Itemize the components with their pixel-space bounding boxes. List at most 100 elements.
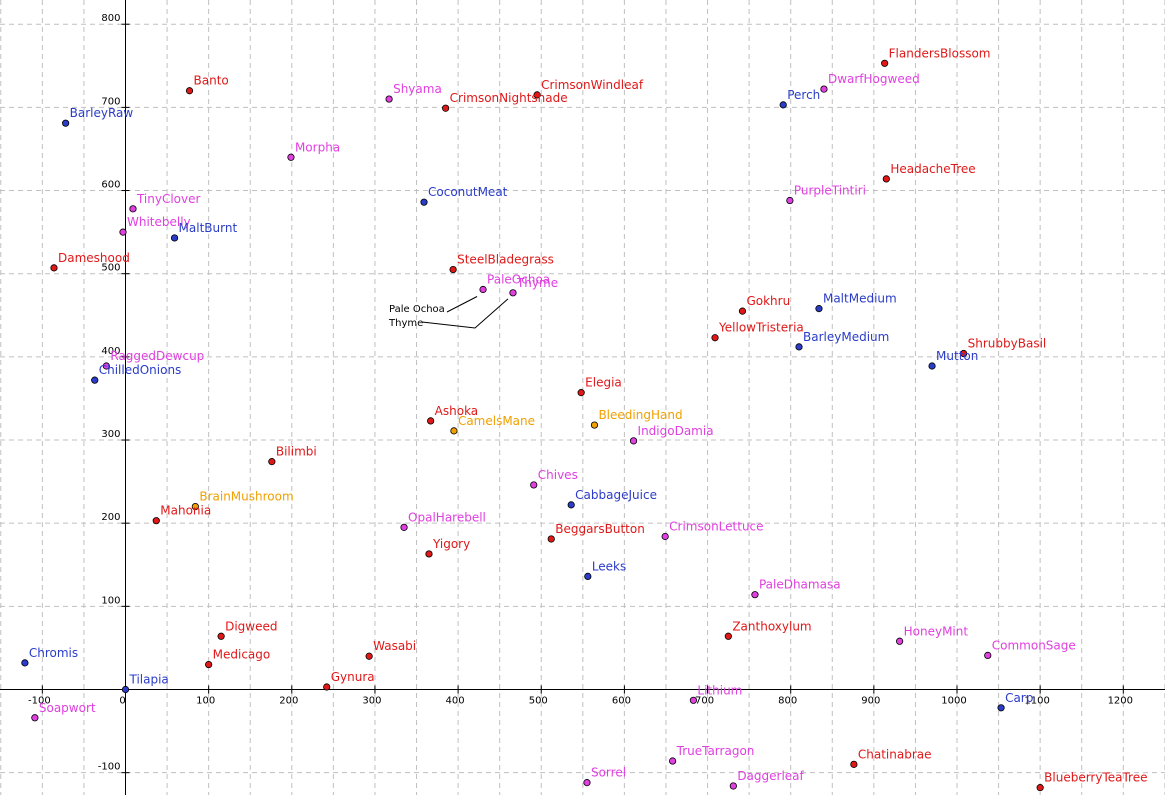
data-point: [629, 437, 638, 445]
data-point-label: Lithium: [697, 683, 742, 697]
data-point: [795, 343, 803, 351]
data-point-label: Shyama: [393, 82, 442, 96]
x-tick-label: 800: [778, 696, 797, 707]
data-point: [102, 362, 110, 370]
data-point: [205, 660, 213, 669]
data-point: [530, 481, 538, 489]
data-point: [121, 685, 130, 694]
data-point: [584, 572, 592, 581]
data-point: [129, 205, 137, 213]
data-point-label: IndigoDamia: [638, 424, 714, 438]
data-point-label: Ashoka: [435, 404, 479, 418]
data-point: [185, 87, 194, 95]
data-point-label: Whitebelly: [127, 215, 191, 229]
data-point: [779, 101, 787, 109]
data-point-label: CamelsMane: [458, 414, 535, 428]
y-tick-label: 300: [101, 429, 120, 440]
data-point: [152, 517, 160, 525]
data-point-label: MaltBurnt: [179, 221, 238, 235]
data-point-label: PaleOchoa: [487, 273, 550, 287]
y-tick-label: 500: [101, 263, 120, 274]
data-point-label: ShrubbyBasil: [968, 337, 1047, 351]
data-point: [738, 307, 747, 315]
data-point-label: SteelBladegrass: [457, 253, 554, 267]
data-point: [191, 502, 199, 511]
data-point-label: Leeks: [592, 559, 626, 573]
data-point-label: PaleDhamasa: [759, 578, 841, 592]
data-point-label: Sorrel: [591, 766, 626, 780]
data-point-label: Chatinabrae: [858, 747, 932, 761]
data-point-label: Yigory: [432, 537, 470, 551]
data-point-label: BarleyMedium: [803, 330, 889, 344]
data-point: [669, 757, 677, 765]
data-point: [119, 228, 127, 236]
data-point-label: CommonSage: [992, 638, 1076, 652]
data-point-label: BeggarsButton: [555, 522, 645, 536]
data-point-label: CoconutMeat: [428, 185, 508, 199]
data-point: [881, 59, 889, 67]
tick-labels: -100 0 100 200 300 400 500 600 700 800 900 1000 1100…: [28, 13, 1133, 772]
data-point: [268, 458, 276, 466]
data-point: [815, 305, 823, 313]
data-point-label: TrueTarragon: [676, 744, 755, 758]
data-point: [997, 704, 1005, 712]
data-point: [400, 523, 408, 531]
data-point: [724, 632, 732, 640]
data-point-label: HoneyMint: [904, 624, 969, 638]
data-point: [170, 234, 179, 242]
data-point-label: Gokhru: [746, 294, 790, 308]
data-point-label: FlandersBlossom: [889, 46, 991, 60]
data-point: [287, 153, 295, 161]
data-point: [425, 550, 433, 558]
data-point-label: ChilledOnions: [99, 363, 182, 377]
annotation-leader-line: [421, 298, 509, 329]
data-point-label: Daggerleaf: [737, 769, 804, 783]
data-point: [509, 289, 517, 297]
data-point: [50, 264, 58, 272]
data-point-label: Zanthoxylum: [732, 619, 811, 633]
data-point-label: Carp: [1005, 691, 1033, 705]
annotations: Pale Ochoa Thyme: [388, 296, 509, 329]
data-point: [547, 535, 555, 543]
annotation-label: Thyme: [388, 318, 423, 329]
x-tick-label: 1000: [941, 696, 966, 707]
data-point: [928, 362, 936, 370]
data-point: [786, 196, 794, 205]
y-tick-label: -100: [98, 762, 121, 773]
data-point: [882, 175, 890, 183]
data-point: [385, 95, 393, 103]
data-point-label: PurpleTintiri: [794, 184, 866, 198]
data-point: [689, 696, 698, 704]
data-point-label: TinyClover: [136, 192, 201, 206]
data-point: [21, 659, 29, 667]
x-tick-label: 900: [861, 696, 880, 707]
data-point-label: OpalHarebell: [408, 510, 486, 524]
x-tick-label: 100: [196, 696, 215, 707]
data-point-label: Morpha: [295, 140, 340, 154]
annotation-label: Pale Ochoa: [389, 304, 445, 315]
data-point-label: Elegia: [585, 376, 622, 390]
data-point: [533, 91, 541, 99]
data-point-label: BrainMushroom: [199, 490, 293, 504]
data-point-label: Banto: [194, 74, 229, 88]
data-point-label: Mahonia: [160, 504, 211, 518]
x-tick-label: 700: [695, 696, 714, 707]
data-point-label: CabbageJuice: [575, 488, 657, 502]
data-point-label: Medicago: [213, 648, 271, 662]
data-point-label: Dameshood: [58, 251, 130, 265]
x-tick-label: 400: [446, 696, 465, 707]
data-point: [217, 632, 225, 640]
data-point-label: Mutton: [936, 349, 978, 363]
data-point: [896, 637, 904, 645]
data-point: [479, 285, 487, 294]
data-point-label: Digweed: [225, 619, 277, 633]
data-point: [577, 389, 585, 397]
data-point-label: HeadacheTree: [890, 162, 975, 176]
x-tick-label: 1100: [1024, 696, 1049, 707]
x-tick-label: -100: [28, 696, 51, 707]
x-tick-label: 1200: [1108, 696, 1133, 707]
x-tick-label: 500: [529, 696, 548, 707]
y-tick-label: 400: [101, 346, 120, 357]
